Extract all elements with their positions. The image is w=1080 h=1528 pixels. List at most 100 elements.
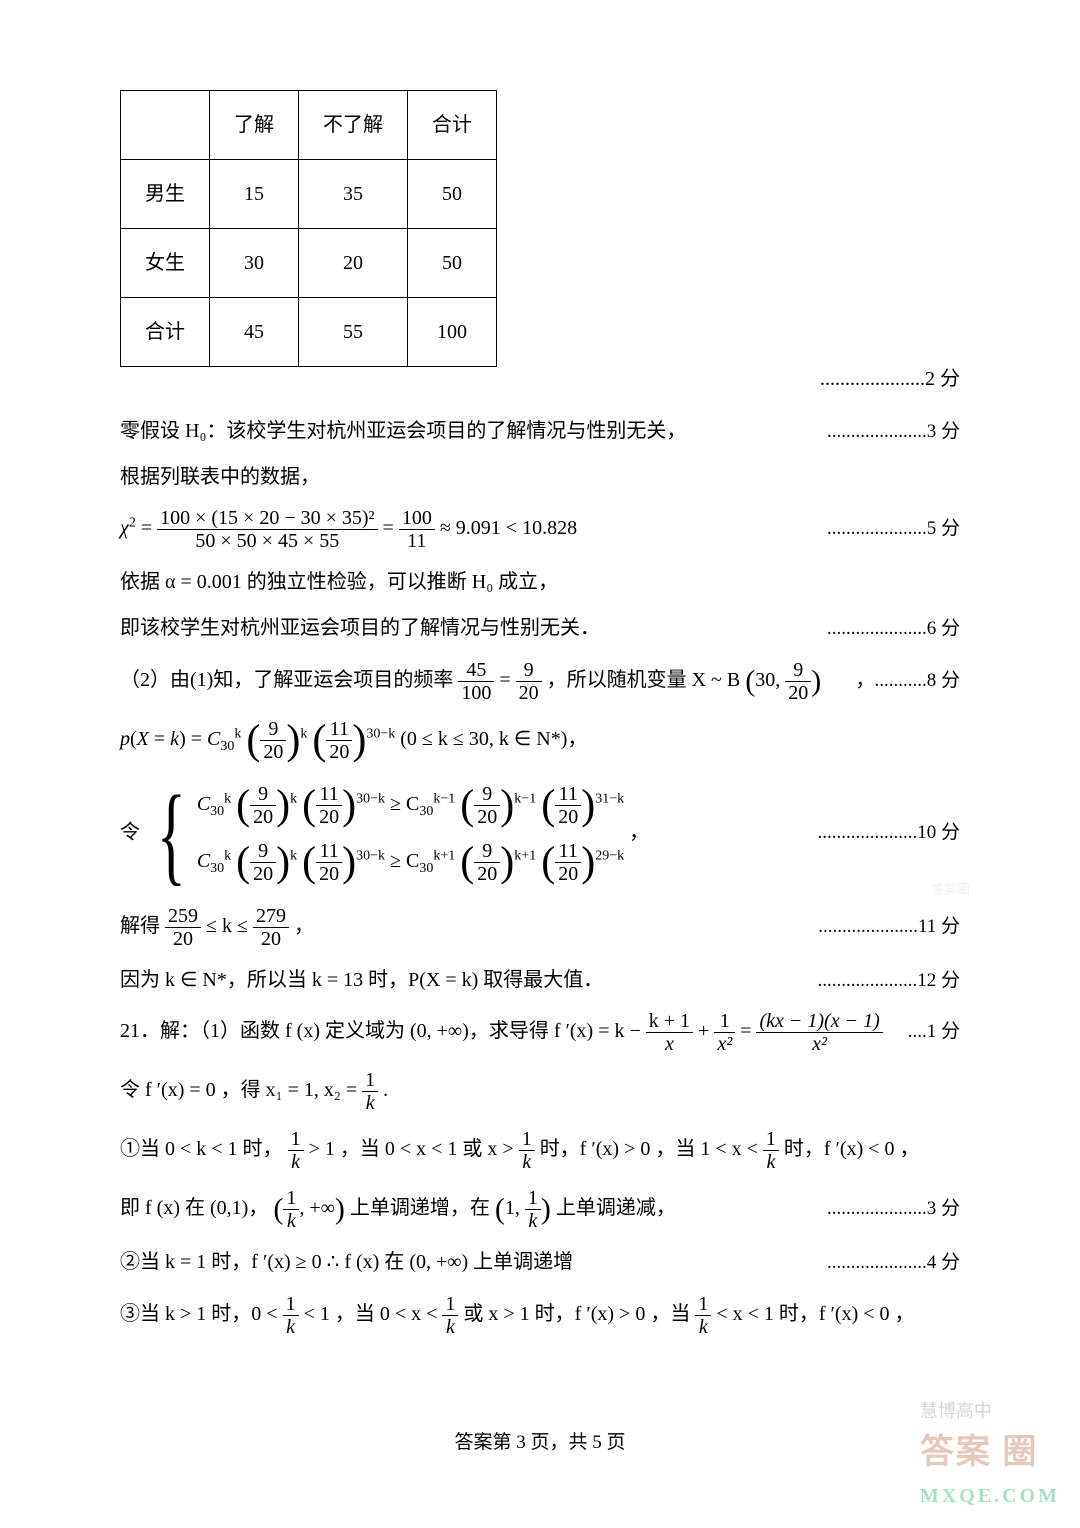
- wm-line2: 答案 圈: [920, 1426, 1060, 1480]
- d: k: [283, 1316, 299, 1338]
- th-blank: [121, 91, 210, 160]
- d: 时，f ′(x) < 0 ，: [784, 1138, 920, 1160]
- because: 因为 k ∈ N*，所以当 k = 13 时，P(X = k) 取得最大值．: [120, 964, 797, 996]
- d: x: [646, 1033, 693, 1055]
- d: x²: [756, 1033, 882, 1055]
- f1: 920: [260, 718, 286, 763]
- s: 30: [419, 861, 433, 876]
- n: 1: [763, 1128, 779, 1151]
- eq: =: [499, 669, 515, 691]
- eq2: =: [383, 517, 399, 539]
- wm-line1: 慧博高中: [920, 1397, 1060, 1426]
- q21-row: 21．解：（1）函数 f (x) 定义域为 (0, +∞)，求导得 f ′(x)…: [120, 1010, 960, 1055]
- binom-frac: 920: [785, 659, 811, 704]
- q21-text: 21．解：（1）函数 f (x) 定义域为 (0, +∞)，求导得 f ′(x)…: [120, 1010, 888, 1055]
- table-row: 合计 45 55 100: [121, 298, 497, 367]
- bi: 30,: [755, 669, 785, 691]
- s2: k: [234, 726, 241, 741]
- score-2: .....................2 分: [820, 363, 960, 395]
- c1l2: 即 f (x) 在 (0,1)， (1k, +∞) 上单调递增，在 (1, 1k…: [120, 1187, 807, 1232]
- small-watermark: 答案圈: [931, 879, 971, 901]
- n: 9: [474, 840, 500, 863]
- n: 11: [326, 718, 352, 741]
- score-11: .....................11 分: [798, 912, 960, 942]
- table-row: 男生 15 35 50: [121, 160, 497, 229]
- score-5: .....................5 分: [807, 514, 960, 544]
- a: ①当 0 < k < 1 时，: [120, 1138, 283, 1160]
- n: 11: [555, 783, 581, 806]
- cell: 55: [299, 298, 408, 367]
- e: 29−k: [595, 848, 624, 863]
- d: 100: [458, 682, 494, 704]
- solve-row: 解得 25920 ≤ k ≤ 27920 ， .................…: [120, 905, 960, 950]
- den: 11: [399, 530, 435, 552]
- ineq2: C30k (920)k (1120)30−k ≥ C30k+1 (920)k+1…: [197, 834, 624, 891]
- s: 30: [210, 861, 224, 876]
- d: 20: [165, 928, 201, 950]
- e: 即 f (x) 在 (0,1)，: [120, 1197, 268, 1219]
- d: 20: [250, 806, 276, 828]
- d: k: [525, 1210, 541, 1232]
- d: k: [442, 1316, 458, 1338]
- n: 9: [250, 840, 276, 863]
- s2: k: [224, 791, 231, 806]
- mid: ≤ k ≤: [206, 915, 253, 937]
- score-1pt: ....1 分: [888, 1017, 960, 1047]
- watermark: 慧博高中 答案 圈 MXQE.COM: [920, 1397, 1060, 1512]
- cell: 50: [408, 160, 497, 229]
- e: k+1: [514, 848, 536, 863]
- h0-text: 零假设 H₀：该校学生对杭州亚运会项目的了解情况与性别无关，: [120, 415, 807, 447]
- case3-line: ③当 k > 1 时，0 < 1k < 1 ，当 0 < x < 1k 或 x …: [120, 1293, 960, 1338]
- n: 1: [362, 1069, 378, 1092]
- d: k: [519, 1151, 535, 1173]
- let: 令: [120, 821, 140, 843]
- cell: 45: [210, 298, 299, 367]
- cell: 合计: [121, 298, 210, 367]
- n: 9: [474, 783, 500, 806]
- d: 20: [555, 806, 581, 828]
- n: 11: [555, 840, 581, 863]
- f: , +∞: [299, 1197, 335, 1219]
- score-3b: .....................3 分: [807, 1194, 960, 1224]
- n: 1: [519, 1128, 535, 1151]
- n: 1: [288, 1128, 304, 1151]
- conclude: 即该校学生对杭州亚运会项目的了解情况与性别无关．: [120, 612, 807, 644]
- t2: .: [383, 1079, 388, 1101]
- score-3: .....................3 分: [807, 417, 960, 447]
- d: 20: [785, 682, 811, 704]
- e: k: [290, 791, 297, 806]
- score-6: .....................6 分: [807, 614, 960, 644]
- e: k−1: [514, 791, 536, 806]
- num: 100: [399, 507, 435, 530]
- tail: ，: [629, 821, 649, 843]
- n: 279: [253, 905, 289, 928]
- d: 20: [555, 863, 581, 885]
- ineq-block: 令 { C30k (920)k (1120)30−k ≥ C30k−1 (920…: [120, 777, 797, 891]
- chi-sup: 2: [129, 516, 136, 531]
- s2: k: [224, 848, 231, 863]
- p: +: [698, 1020, 714, 1042]
- cond: (0 ≤ k ≤ 30, k ∈ N*)，: [400, 728, 587, 750]
- t2: ，所以随机变量 X ~ B: [547, 669, 741, 691]
- n: 259: [165, 905, 201, 928]
- s: 30: [220, 739, 234, 754]
- den: 50 × 50 × 45 × 55: [157, 530, 377, 552]
- chi-frac1: 100 × (15 × 20 − 30 × 35)² 50 × 50 × 45 …: [157, 507, 377, 552]
- page-content: 了解 不了解 合计 男生 15 35 50 女生 30 20 50 合计 45 …: [120, 90, 960, 1338]
- d: k: [362, 1092, 378, 1114]
- b: < 1 ，当 0 < x <: [304, 1303, 443, 1325]
- score-10: .....................10 分: [797, 818, 960, 848]
- conclude-row: 即该校学生对杭州亚运会项目的了解情况与性别无关． ...............…: [120, 612, 960, 644]
- ineq1: C30k (920)k (1120)30−k ≥ C30k−1 (920)k−1…: [197, 777, 624, 834]
- cell: 35: [299, 160, 408, 229]
- g: 上单调递增，在: [350, 1197, 495, 1219]
- n: 1: [283, 1187, 299, 1210]
- n: 1: [714, 1010, 735, 1033]
- d: 20: [516, 682, 542, 704]
- pXk-line: p(X = k) = C30k (920)k (1120)30−k (0 ≤ k…: [120, 718, 960, 763]
- d: 20: [474, 863, 500, 885]
- eq: =: [740, 1020, 756, 1042]
- n: 1: [525, 1187, 541, 1210]
- n: k + 1: [646, 1010, 693, 1033]
- num: 100 × (15 × 20 − 30 × 35)²: [157, 507, 377, 530]
